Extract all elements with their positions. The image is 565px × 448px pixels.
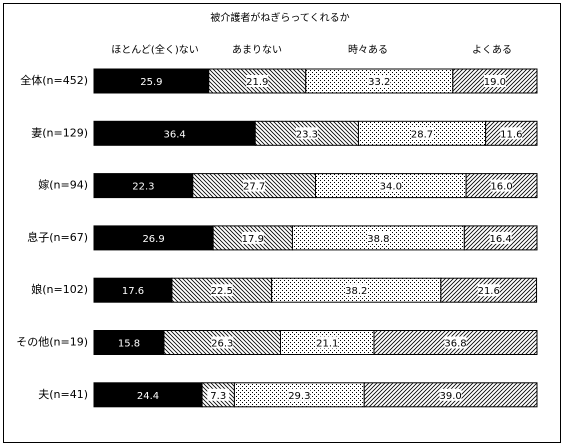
value-label: 22.3 xyxy=(132,182,154,193)
value-label: 29.3 xyxy=(288,391,310,402)
value-label: 36.8 xyxy=(444,339,466,350)
label-background xyxy=(241,231,264,244)
label-background xyxy=(210,284,233,297)
label-background xyxy=(288,388,311,401)
bar-segment xyxy=(357,120,487,146)
label-background xyxy=(490,179,513,192)
label-background xyxy=(316,336,339,349)
value-label: 33.2 xyxy=(368,77,390,88)
value-label: 21.6 xyxy=(478,286,500,297)
category-label: 夫(n=41) xyxy=(38,388,88,401)
bar-segment xyxy=(233,382,365,408)
value-label: 15.8 xyxy=(118,339,140,350)
value-label: 16.4 xyxy=(490,234,512,245)
label-background xyxy=(295,127,318,140)
label-background xyxy=(243,179,266,192)
label-background xyxy=(367,231,390,244)
label-background xyxy=(379,179,402,192)
bar-segment xyxy=(93,68,210,94)
value-label: 36.4 xyxy=(163,129,185,140)
bar-segment xyxy=(93,277,173,303)
category-label: 娘(n=102) xyxy=(31,282,88,296)
label-background xyxy=(246,75,269,87)
legend-label: あまりない xyxy=(232,44,282,56)
label-background xyxy=(477,284,500,297)
value-label: 11.6 xyxy=(500,129,522,140)
value-label: 17.9 xyxy=(242,234,264,245)
bar-segment xyxy=(452,68,538,94)
value-label: 34.0 xyxy=(380,182,402,193)
value-label: 26.9 xyxy=(142,234,164,245)
legend-label: 時々ある xyxy=(348,44,388,56)
category-label: 嫁(n=94) xyxy=(38,178,88,192)
label-background xyxy=(411,127,434,140)
category-label: 全体(n=452) xyxy=(20,73,88,87)
bar-segment xyxy=(93,225,214,251)
label-background xyxy=(207,388,230,401)
label-background xyxy=(489,231,512,244)
value-label: 22.5 xyxy=(211,286,233,297)
value-label: 25.9 xyxy=(140,77,162,88)
label-background xyxy=(439,388,462,401)
label-background xyxy=(500,127,523,140)
category-label: 息子(n=67) xyxy=(27,230,88,244)
chart-title: 被介護者がねぎらってくれるか xyxy=(210,11,349,24)
label-background xyxy=(345,284,368,297)
value-label: 7.3 xyxy=(210,391,226,402)
category-label: その他(n=19) xyxy=(16,336,88,349)
bar-segment xyxy=(271,277,442,303)
label-background xyxy=(483,75,506,87)
value-label: 28.7 xyxy=(411,129,433,140)
value-label: 16.0 xyxy=(490,182,512,193)
value-label: 21.1 xyxy=(316,339,338,350)
value-label: 38.2 xyxy=(345,286,367,297)
label-background xyxy=(444,336,467,349)
label-background xyxy=(211,336,234,349)
bar-segment xyxy=(93,173,194,199)
value-label: 24.4 xyxy=(137,391,159,402)
value-label: 21.9 xyxy=(246,77,268,88)
value-label: 27.7 xyxy=(243,182,265,193)
value-label: 38.8 xyxy=(367,234,389,245)
value-label: 17.6 xyxy=(122,286,144,297)
value-label: 39.0 xyxy=(439,391,461,402)
category-label: 妻(n=129) xyxy=(31,126,88,139)
legend-label: ほとんど(全く)ない xyxy=(111,43,199,56)
legend-label: よくある xyxy=(472,44,512,56)
value-label: 26.3 xyxy=(211,339,233,350)
value-label: 23.3 xyxy=(296,129,318,140)
value-label: 19.0 xyxy=(484,77,506,88)
label-background xyxy=(368,75,391,87)
